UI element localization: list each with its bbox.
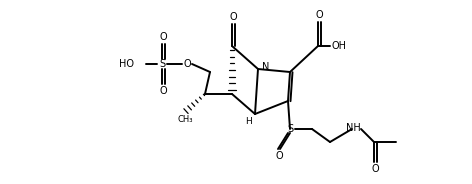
Text: S: S [159, 59, 165, 69]
Text: O: O [229, 12, 237, 22]
Text: O: O [183, 59, 191, 69]
Text: CH₃: CH₃ [177, 116, 193, 125]
Text: S: S [287, 124, 293, 134]
Text: N: N [262, 62, 270, 72]
Text: O: O [159, 86, 167, 96]
Text: HO: HO [119, 59, 134, 69]
Text: O: O [371, 164, 379, 174]
Text: O: O [315, 10, 323, 20]
Text: O: O [275, 151, 283, 161]
Text: OH: OH [332, 41, 347, 51]
Text: NH: NH [346, 123, 361, 133]
Text: O: O [159, 32, 167, 42]
Text: H: H [245, 118, 253, 127]
